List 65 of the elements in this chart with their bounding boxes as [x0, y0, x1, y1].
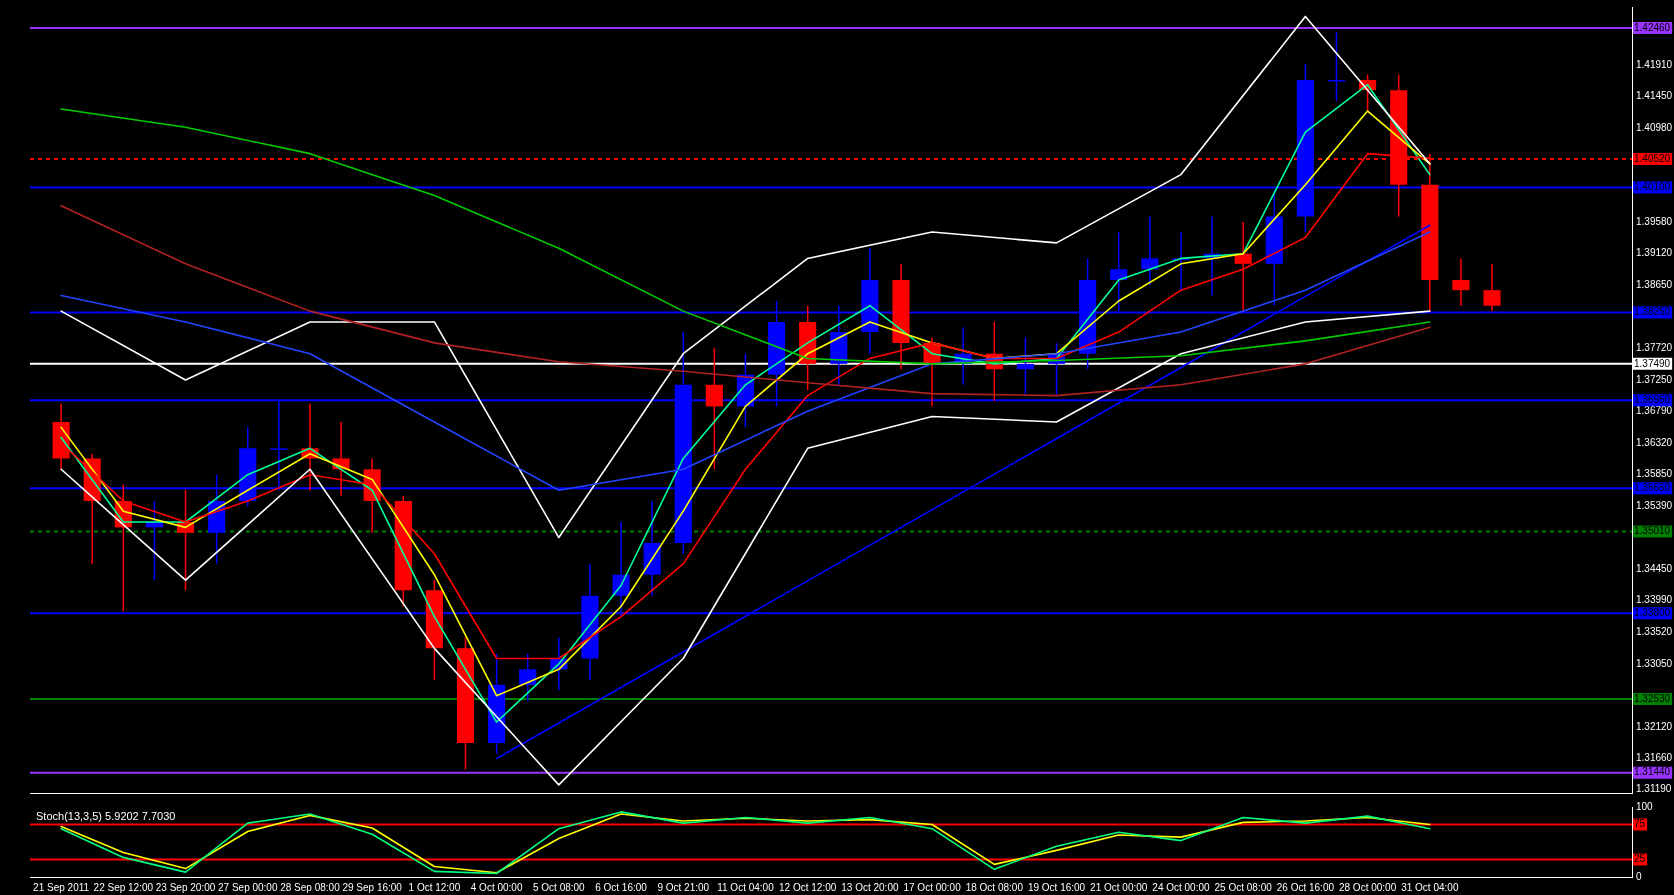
x-tick-label: 1 Oct 12:00: [408, 881, 461, 893]
y-tick-label: 0: [1636, 870, 1642, 882]
ref-line-label: 75: [1634, 818, 1646, 830]
y-tick-label: 1.36320: [1636, 436, 1673, 448]
y-tick-label: 1.41910: [1636, 58, 1673, 70]
x-tick-label: 27 Sep 00:00: [218, 881, 278, 893]
x-tick-label: 4 Oct 00:00: [470, 881, 523, 893]
y-tick-label: 1.41450: [1636, 89, 1673, 101]
y-tick-label: 1.33520: [1636, 625, 1673, 637]
ref-line-label: 25: [1634, 853, 1646, 865]
x-tick-label: 5 Oct 08:00: [532, 881, 586, 893]
x-tick-label: 23 Sep 20:00: [155, 881, 216, 893]
ref-line-label: 1.42460: [1634, 21, 1671, 33]
y-tick-label: 1.33990: [1636, 594, 1673, 606]
x-tick-label: 9 Oct 21:00: [657, 881, 710, 893]
x-tick-label: 31 Oct 04:00: [1401, 881, 1459, 893]
y-tick-label: 1.31660: [1636, 751, 1673, 763]
ref-line-label: 1.38250: [1634, 306, 1671, 318]
x-tick-label: 21 Sep 2011: [33, 881, 90, 893]
candlestick: [519, 653, 537, 702]
x-tick-label: 11 Oct 04:00: [717, 881, 775, 893]
candlestick: [1483, 263, 1501, 312]
ref-line-label: 1.35650: [1634, 481, 1671, 493]
y-tick-label: 1.32120: [1636, 720, 1673, 732]
candlestick: [1141, 215, 1159, 286]
x-tick-label: 24 Oct 00:00: [1152, 881, 1211, 893]
y-tick-label: 1.35390: [1636, 499, 1673, 511]
candlestick: [705, 347, 723, 471]
x-tick-label: 19 Oct 16:00: [1027, 881, 1086, 893]
y-tick-label: 1.34450: [1636, 563, 1673, 575]
y-tick-label: 1.36790: [1636, 404, 1673, 416]
x-tick-label: 26 Oct 16:00: [1276, 881, 1335, 893]
chart-title: Stoch(13,3,5) 5.9202 7.7030: [36, 809, 176, 822]
x-tick-label: 28 Sep 08:00: [280, 881, 341, 893]
x-tick-label: 13 Oct 20:00: [841, 881, 899, 893]
x-tick-label: 21 Oct 00:00: [1090, 881, 1148, 893]
ref-line-label: 1.33800: [1634, 606, 1671, 618]
candlestick: [1234, 221, 1252, 312]
x-tick-label: 12 Oct 12:00: [779, 881, 837, 893]
x-tick-label: 18 Oct 08:00: [965, 881, 1024, 893]
y-tick-label: 1.38650: [1636, 279, 1673, 291]
x-tick-label: 22 Sep 12:00: [93, 881, 154, 893]
ref-line-label: 1.32530: [1634, 692, 1671, 704]
y-tick-label: 1.39120: [1636, 247, 1673, 259]
y-tick-label: 1.35850: [1636, 468, 1673, 480]
x-tick-label: 28 Oct 00:00: [1338, 881, 1397, 893]
ref-line-label: 1.40100: [1634, 181, 1671, 193]
x-tick-label: 29 Sep 16:00: [342, 881, 403, 893]
x-tick-label: 25 Oct 08:00: [1214, 881, 1273, 893]
y-tick-label: 1.37250: [1636, 373, 1673, 385]
x-tick-label: 6 Oct 16:00: [595, 881, 648, 893]
ref-line-label: 1.36950: [1634, 394, 1671, 406]
y-tick-label: 1.39580: [1636, 216, 1673, 228]
ref-line-label: 1.37490: [1634, 357, 1671, 369]
y-tick-label: 1.37720: [1636, 342, 1673, 354]
candlestick: [1016, 336, 1034, 397]
ref-line-label: 1.40520: [1634, 152, 1671, 164]
candlestick: [1452, 257, 1470, 307]
ref-line-label: 1.31440: [1634, 766, 1671, 778]
y-tick-label: 1.31190: [1636, 783, 1672, 795]
y-tick-label: 1.33050: [1636, 657, 1673, 669]
y-tick-label: 1.40980: [1636, 121, 1673, 133]
x-tick-label: 17 Oct 00:00: [903, 881, 962, 893]
ref-line-label: 1.35010: [1634, 525, 1671, 537]
y-tick-label: 100: [1636, 800, 1654, 812]
